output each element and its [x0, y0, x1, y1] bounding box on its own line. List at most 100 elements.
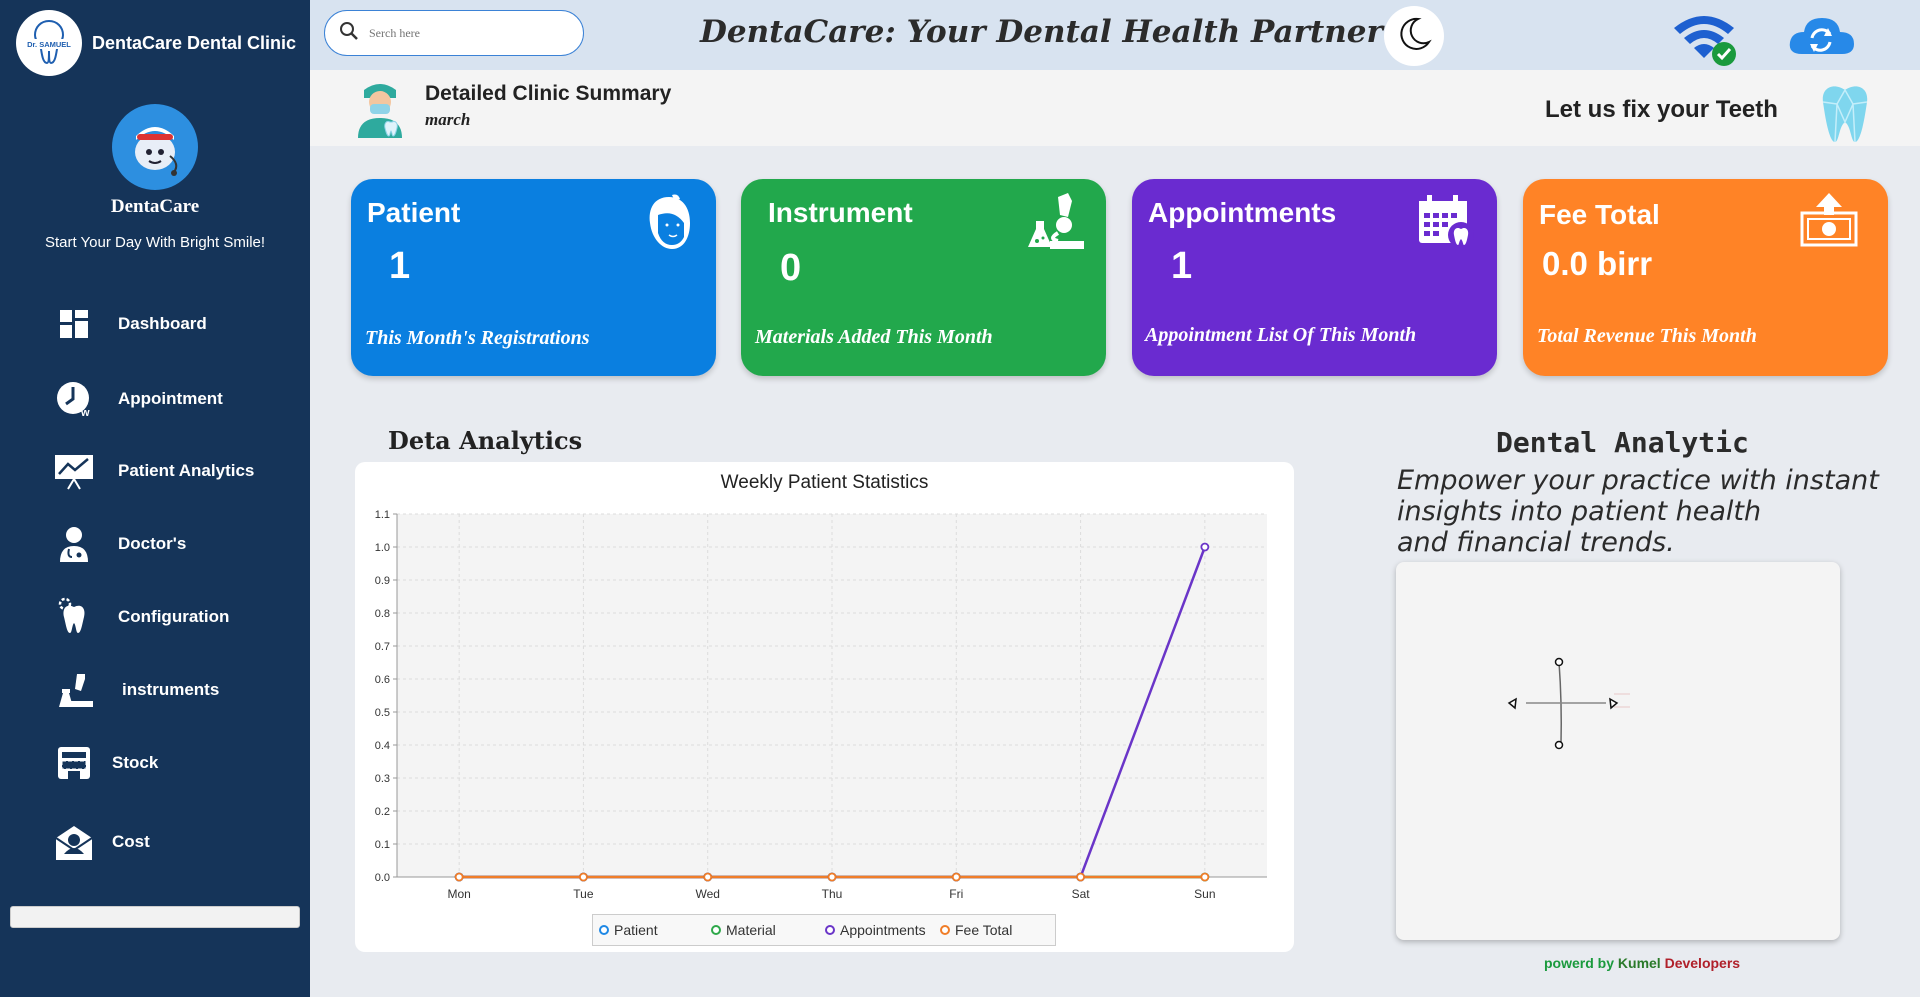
y-tick-label: 1.0 [375, 542, 390, 554]
card-value: 0.0 birr [1542, 245, 1653, 282]
legend-label: Patient [614, 922, 658, 938]
summary-strip: Detailed Clinic Summary march Let us fix… [310, 70, 1920, 146]
legend-item-appointments[interactable]: Appointments [825, 922, 926, 938]
dark-mode-toggle[interactable] [1384, 6, 1444, 66]
chart-board-icon [52, 449, 96, 493]
instrument-card[interactable]: Instrument 0 Materials Added This Month [741, 179, 1106, 376]
search-icon [339, 21, 359, 46]
patient-face-icon [644, 193, 694, 258]
sidebar-item-cost[interactable]: Cost [52, 817, 150, 867]
tooth-gear-icon [52, 595, 96, 639]
x-tick-label: Sun [1194, 887, 1215, 901]
legend-marker [825, 925, 835, 935]
appointments-card[interactable]: Appointments 1 Appointment List Of This … [1132, 179, 1497, 376]
y-tick-label: 0.8 [375, 608, 390, 620]
y-tick-label: 0.2 [375, 806, 390, 818]
analytics-heading: Deta Analytics [388, 426, 583, 455]
weekly-chart: 0.0 0.1 0.2 0.3 0.4 0.5 0.6 0.7 0.8 0.9 1.0 1.1 Mon T… [355, 462, 1294, 952]
description-line: insights into patient health [1397, 496, 1762, 527]
card-title: Patient [367, 197, 461, 228]
x-tick-label: Thu [822, 887, 843, 901]
profile-tagline: Start Your Day With Bright Smile! [44, 234, 266, 251]
microscope-icon [52, 668, 96, 712]
card-subtitle: Appointment List Of This Month [1145, 324, 1417, 346]
app-heading: DentaCare: Your Dental Health Partner [700, 14, 1383, 50]
clinic-logo: Dr. SAMUEL [16, 10, 82, 76]
data-point-fee-total [579, 872, 588, 882]
brand: Dr. SAMUEL DentaCare Dental Clinic [16, 10, 296, 76]
profile-avatar[interactable] [112, 104, 198, 190]
sidebar-item-label: Stock [112, 753, 159, 772]
logo-text: Dr. SAMUEL [27, 40, 71, 49]
legend-item-patient[interactable]: Patient [599, 922, 658, 938]
y-tick-label: 0.1 [375, 839, 390, 851]
legend-item-fee-total[interactable]: Fee Total [940, 922, 1012, 938]
data-point-fee-total [1200, 872, 1210, 882]
dental-analytic-title: Dental Analytic [1496, 426, 1749, 459]
credit-name: Kumel [1617, 955, 1661, 971]
store-icon [52, 741, 96, 785]
summary-title: Detailed Clinic Summary [425, 82, 672, 105]
search-input[interactable] [369, 25, 569, 41]
data-point-appointments [1200, 542, 1210, 552]
dental-analytic-description: Empower your practice with instant insig… [1397, 465, 1897, 558]
dashboard-icon [52, 302, 96, 346]
legend-marker [711, 925, 721, 935]
card-title: Fee Total [1539, 199, 1660, 230]
sidebar-item-label: Configuration [118, 607, 230, 626]
microscope-flask-icon [1028, 193, 1084, 258]
y-tick-label: 0.0 [375, 872, 390, 884]
y-tick-label: 0.6 [375, 674, 390, 686]
card-value: 1 [1171, 245, 1193, 287]
x-tick-label: Fri [949, 887, 963, 901]
doctor-icon [52, 522, 96, 566]
brand-title: DentaCare Dental Clinic [92, 32, 297, 53]
sidebar-item-patient-analytics[interactable]: Patient Analytics [52, 446, 254, 496]
clock-icon: w [52, 377, 96, 421]
x-tick-label: Tue [573, 887, 594, 901]
sidebar-item-configuration[interactable]: Configuration [52, 592, 229, 642]
moon-icon [1396, 16, 1432, 57]
y-tick-label: 0.3 [375, 773, 390, 785]
data-point-fee-total [827, 872, 837, 882]
data-point-fee-total [454, 872, 464, 882]
x-tick-label: Mon [447, 887, 470, 901]
card-subtitle: This Month's Registrations [365, 327, 590, 349]
sidebar-item-label: Cost [112, 832, 150, 851]
sidebar-item-stock[interactable]: Stock [52, 738, 158, 788]
sidebar: Dr. SAMUEL DentaCare Dental Clinic Denta… [0, 0, 310, 997]
legend-label: Appointments [840, 922, 926, 938]
sidebar-item-dashboard[interactable]: Dashboard [52, 299, 207, 349]
chart-svg: 0.0 0.1 0.2 0.3 0.4 0.5 0.6 0.7 0.8 0.9 1.0 1.1 Mon T… [375, 509, 1267, 901]
legend-label: Material [726, 922, 776, 938]
summary-month: march [425, 110, 471, 129]
sidebar-item-appointment[interactable]: w Appointment [52, 374, 223, 424]
top-bar: DentaCare: Your Dental Health Partner [310, 0, 1920, 70]
sidebar-item-label: instruments [122, 680, 220, 699]
dental-analytic-panel [1396, 562, 1840, 940]
patient-card[interactable]: Patient 1 This Month's Registrations [351, 179, 716, 376]
wifi-connected-icon[interactable] [1670, 12, 1738, 73]
cloud-sync-icon[interactable] [1786, 10, 1856, 65]
dentist-icon [352, 78, 408, 145]
legend-marker [940, 925, 950, 935]
legend-item-material[interactable]: Material [711, 922, 776, 938]
fee-total-card[interactable]: Fee Total 0.0 birr Total Revenue This Mo… [1523, 179, 1888, 376]
sidebar-item-instruments[interactable]: instruments [52, 665, 219, 715]
card-subtitle: Total Revenue This Month [1537, 325, 1757, 347]
calendar-tooth-icon [1417, 193, 1475, 256]
sidebar-scrollbar[interactable] [10, 906, 300, 928]
chart-title: Weekly Patient Statistics [720, 472, 929, 493]
data-point-fee-total [703, 872, 713, 882]
svg-text:w: w [80, 407, 90, 418]
y-tick-label: 0.9 [375, 575, 390, 587]
credit-suffix: Developers [1660, 955, 1741, 971]
sidebar-item-label: Patient Analytics [118, 461, 255, 480]
search-box[interactable] [324, 10, 584, 56]
empty-chart-axes [1507, 657, 1630, 750]
tooth-icon [1815, 80, 1875, 151]
data-point-fee-total [951, 872, 961, 882]
card-value: 0 [780, 247, 802, 289]
sidebar-item-doctors[interactable]: Doctor's [52, 519, 186, 569]
powered-by-credit: powerd by Kumel Developers [1544, 955, 1740, 971]
